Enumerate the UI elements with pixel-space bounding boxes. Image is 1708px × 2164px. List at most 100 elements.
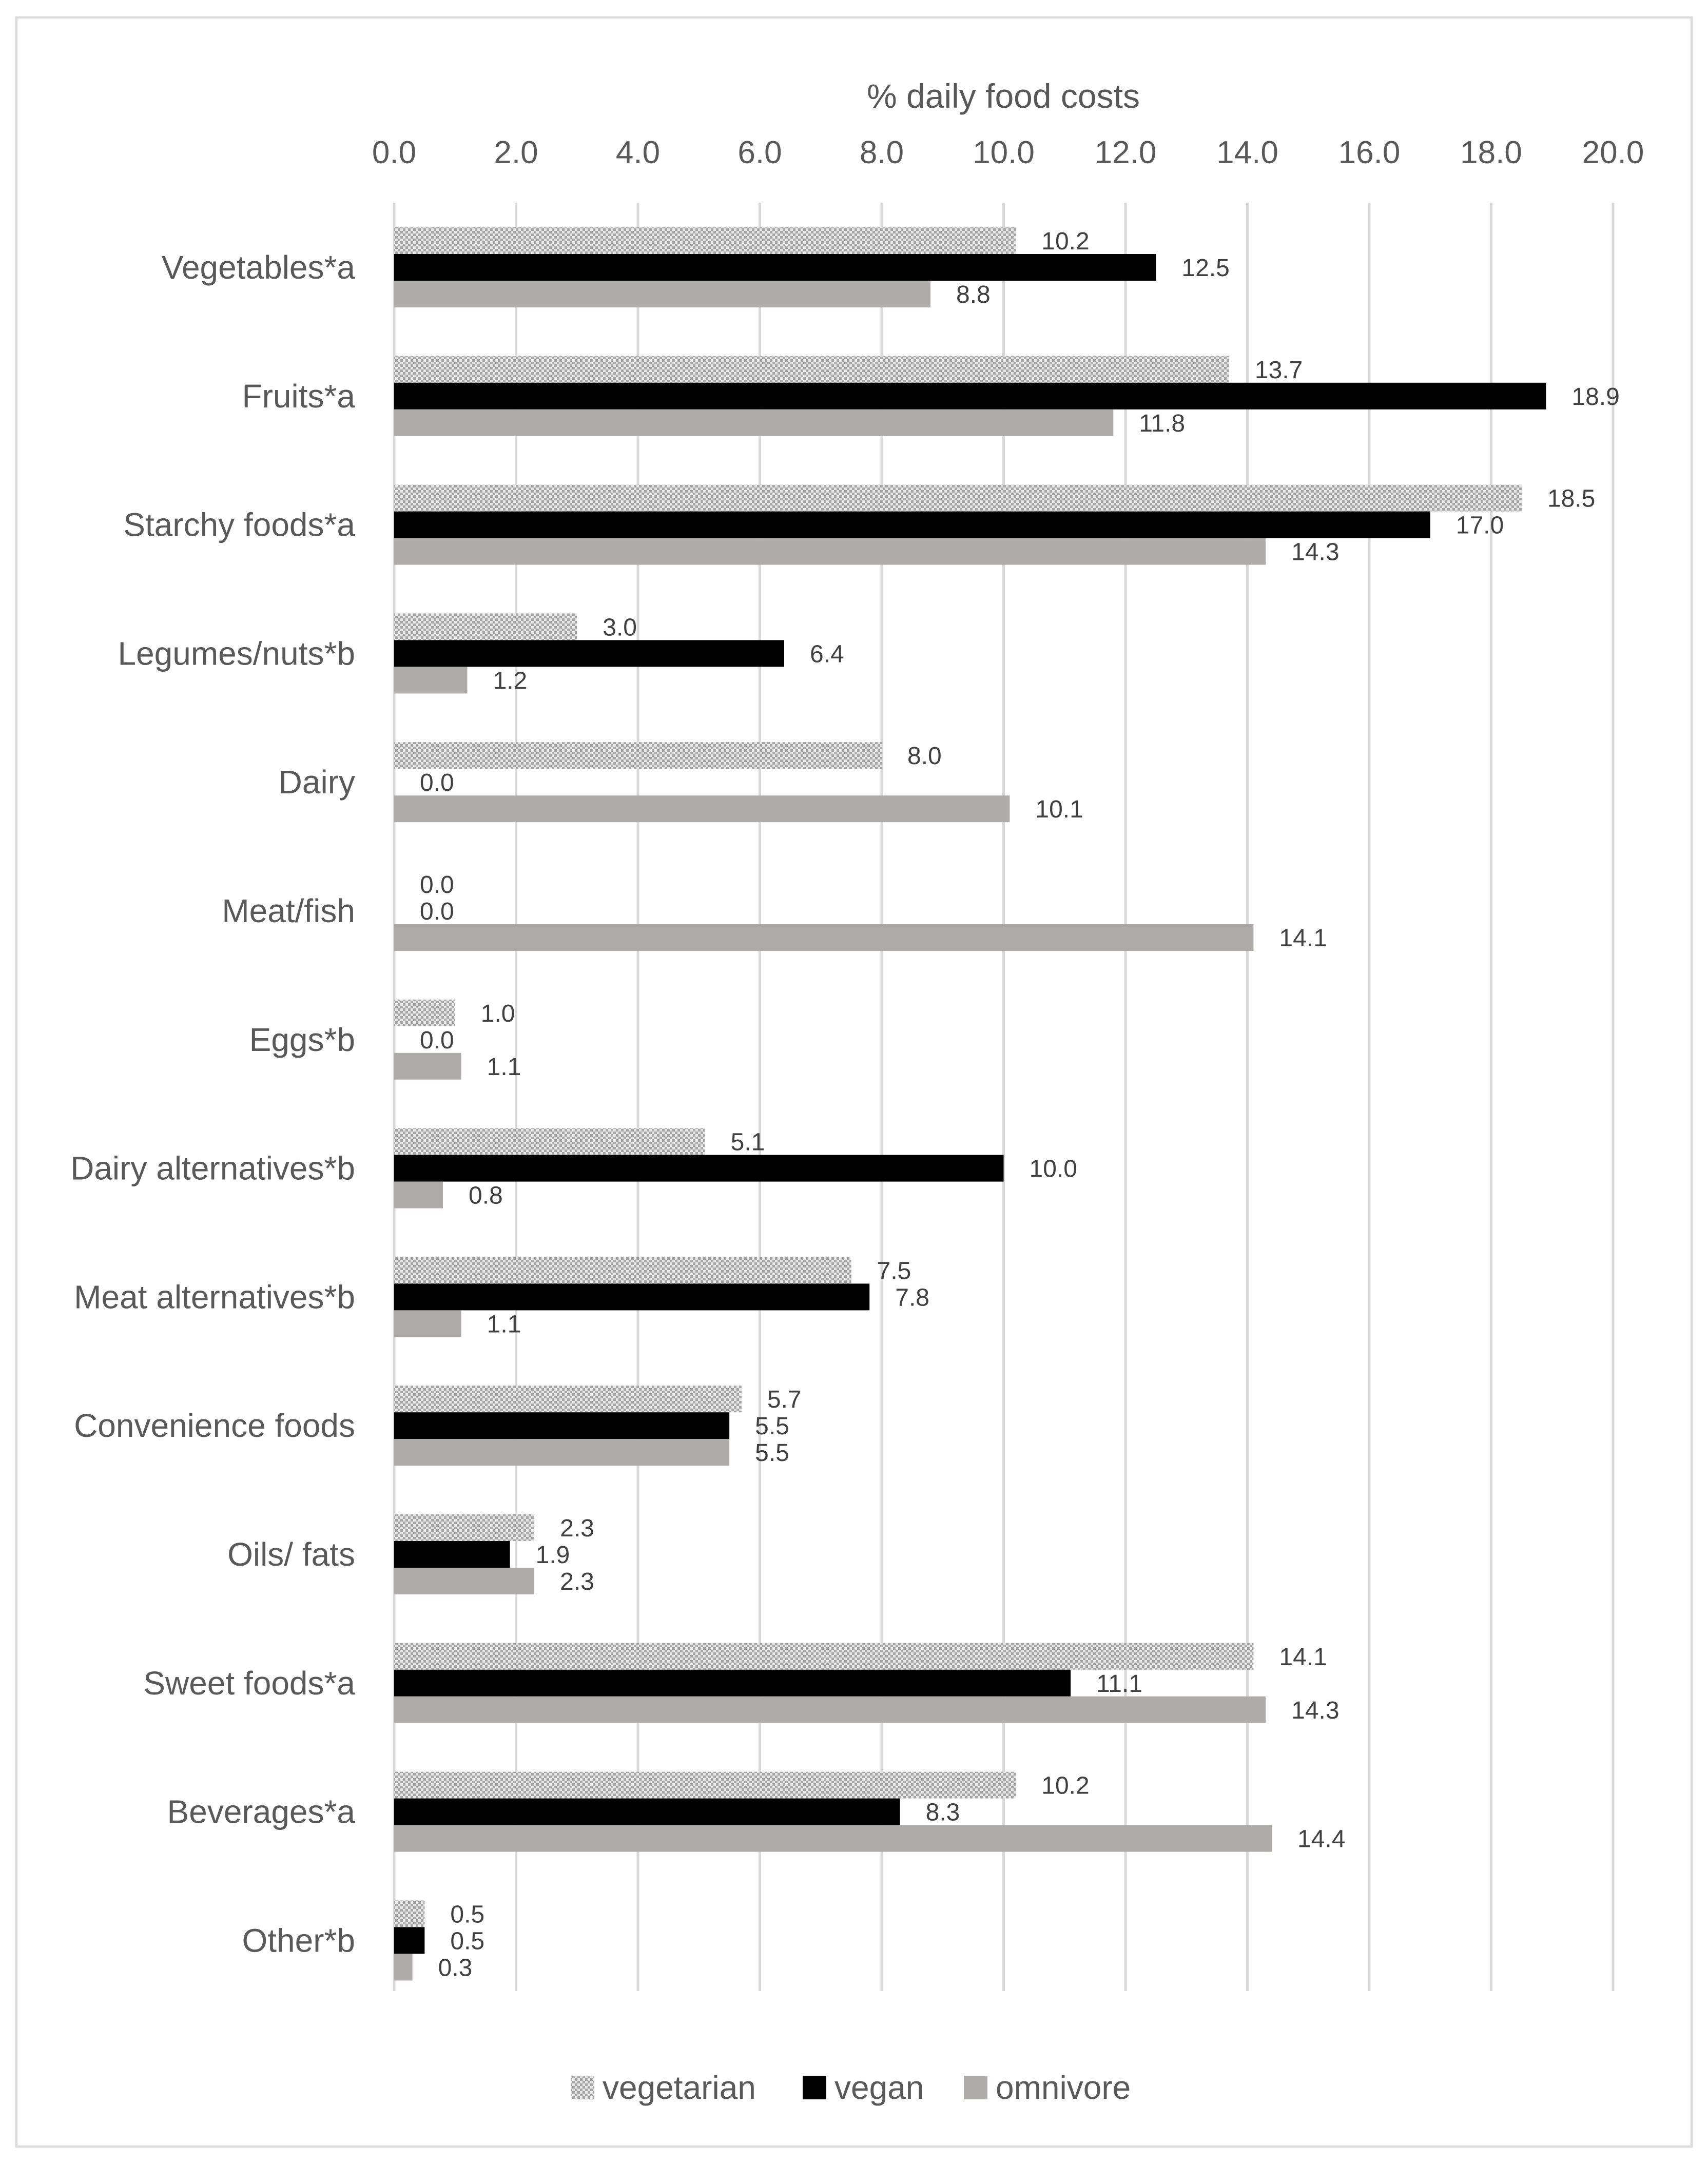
bar-vegan (394, 1412, 730, 1439)
data-label-omnivore: 1.2 (493, 667, 528, 694)
data-label-vegetarian: 3.0 (603, 614, 637, 641)
category-label: Other*b (242, 1922, 355, 1959)
bar-vegan (394, 254, 1156, 281)
bar-omnivore (394, 1825, 1272, 1852)
data-label-omnivore: 5.5 (755, 1439, 789, 1467)
data-label-vegetarian: 18.5 (1547, 485, 1595, 513)
legend-swatch-vegan (803, 2076, 826, 2099)
category-label: Convenience foods (74, 1407, 355, 1444)
legend-omnivore-label: omnivore (996, 2069, 1131, 2106)
bar-vegan (394, 1669, 1071, 1697)
category-label: Oils/ fats (227, 1536, 355, 1573)
data-label-vegetarian: 1.0 (481, 1000, 515, 1027)
bar-omnivore (394, 1310, 461, 1337)
category-label: Starchy foods*a (123, 506, 355, 543)
data-label-vegan: 7.8 (895, 1284, 929, 1311)
bar-vegetarian (394, 1771, 1016, 1799)
data-label-vegan: 6.4 (810, 640, 844, 668)
bar-omnivore (394, 1439, 730, 1466)
bar-omnivore (394, 1052, 461, 1080)
x-tick-label: 18.0 (1460, 135, 1522, 170)
category-labels: Vegetables*a Fruits*a Starchy foods*a Legum… (70, 249, 355, 1959)
bar-vegan (394, 1541, 510, 1568)
data-label-vegan: 12.5 (1181, 255, 1229, 282)
data-label-omnivore: 14.3 (1291, 539, 1339, 566)
bar-omnivore (394, 409, 1114, 436)
x-tick-label: 0.0 (372, 135, 416, 170)
data-label-vegetarian: 10.2 (1041, 228, 1089, 255)
bar-vegetarian (394, 742, 882, 769)
legend-vegetarian-label: vegetarian (603, 2069, 756, 2106)
x-tick-labels: 0.0 2.0 4.0 6.0 8.0 10.0 12.0 14.0 16.0 18.0 20.0 (372, 135, 1644, 170)
data-label-vegan: 0.5 (450, 1927, 484, 1955)
x-tick-label: 4.0 (616, 135, 660, 170)
data-label-vegan: 1.9 (536, 1542, 570, 1569)
bar-omnivore (394, 1568, 535, 1594)
data-label-vegan: 0.0 (420, 898, 454, 925)
x-tick-label: 12.0 (1095, 135, 1157, 170)
data-label-vegan: 10.0 (1030, 1156, 1077, 1183)
bar-vegetarian (394, 1128, 705, 1155)
data-label-vegetarian: 14.1 (1279, 1644, 1327, 1671)
x-tick-label: 16.0 (1338, 135, 1401, 170)
bar-vegetarian (394, 1257, 851, 1284)
category-label: Dairy alternatives*b (70, 1150, 355, 1187)
data-label-omnivore: 10.1 (1035, 796, 1083, 823)
data-label-omnivore: 14.1 (1279, 925, 1327, 952)
data-label-omnivore: 2.3 (560, 1568, 594, 1595)
bar-omnivore (394, 1181, 443, 1208)
data-label-vegetarian: 13.7 (1255, 357, 1303, 384)
data-label-vegan: 18.9 (1571, 383, 1619, 411)
bar-vegan (394, 382, 1546, 410)
data-label-omnivore: 0.8 (469, 1182, 503, 1210)
category-label: Sweet foods*a (143, 1665, 355, 1702)
bar-vegetarian (394, 1900, 425, 1927)
bar-omnivore (394, 667, 468, 694)
category-label: Beverages*a (167, 1793, 356, 1830)
x-tick-label: 14.0 (1216, 135, 1278, 170)
legend-swatch-vegetarian (571, 2076, 594, 2099)
data-label-vegetarian: 5.7 (767, 1386, 802, 1413)
bar-vegetarian (394, 356, 1229, 383)
bar-vegetarian (394, 1514, 535, 1541)
bar-vegan (394, 1155, 1004, 1182)
bar-vegetarian (394, 484, 1522, 512)
bar-vegan (394, 1927, 425, 1954)
data-label-vegetarian: 7.5 (877, 1257, 911, 1284)
legend-swatch-omnivore (964, 2076, 987, 2099)
data-label-vegan: 0.0 (420, 1027, 454, 1054)
x-tick-label: 2.0 (494, 135, 538, 170)
data-label-vegan: 0.0 (420, 769, 454, 796)
legend: vegetarian vegan omnivore (571, 2069, 1131, 2106)
bar-vegan (394, 511, 1430, 538)
category-label: Legumes/nuts*b (118, 635, 355, 672)
bar-vegan (394, 1798, 900, 1825)
data-label-vegetarian: 0.0 (420, 871, 454, 899)
data-label-vegetarian: 2.3 (560, 1515, 594, 1542)
x-tick-label: 6.0 (737, 135, 782, 170)
bar-vegan (394, 1283, 870, 1311)
data-label-omnivore: 1.1 (487, 1054, 521, 1081)
bars (394, 227, 1546, 1981)
category-label: Eggs*b (249, 1021, 355, 1058)
data-label-vegan: 17.0 (1456, 512, 1504, 539)
data-labels: 10.2 12.5 8.8 13.7 18.9 11.8 18.5 17.0 14.3 3.0 6.… (420, 228, 1620, 1981)
bar-vegetarian (394, 1643, 1254, 1670)
data-label-omnivore: 14.4 (1297, 1826, 1345, 1853)
data-label-vegetarian: 5.1 (731, 1129, 765, 1156)
bar-vegetarian (394, 613, 577, 640)
bar-vegan (394, 640, 784, 667)
bar-vegetarian (394, 999, 455, 1026)
bar-omnivore (394, 281, 930, 307)
category-label: Dairy (279, 764, 355, 801)
bar-vegetarian (394, 227, 1016, 254)
data-label-omnivore: 14.3 (1291, 1697, 1339, 1724)
bar-vegetarian (394, 1386, 742, 1413)
data-label-vegan: 8.3 (926, 1799, 960, 1826)
data-label-omnivore: 8.8 (956, 281, 991, 308)
bar-omnivore (394, 1954, 413, 1981)
data-label-omnivore: 0.3 (438, 1954, 473, 1981)
data-label-omnivore: 1.1 (487, 1311, 521, 1338)
category-label: Fruits*a (242, 378, 356, 415)
data-label-vegetarian: 8.0 (907, 743, 942, 770)
